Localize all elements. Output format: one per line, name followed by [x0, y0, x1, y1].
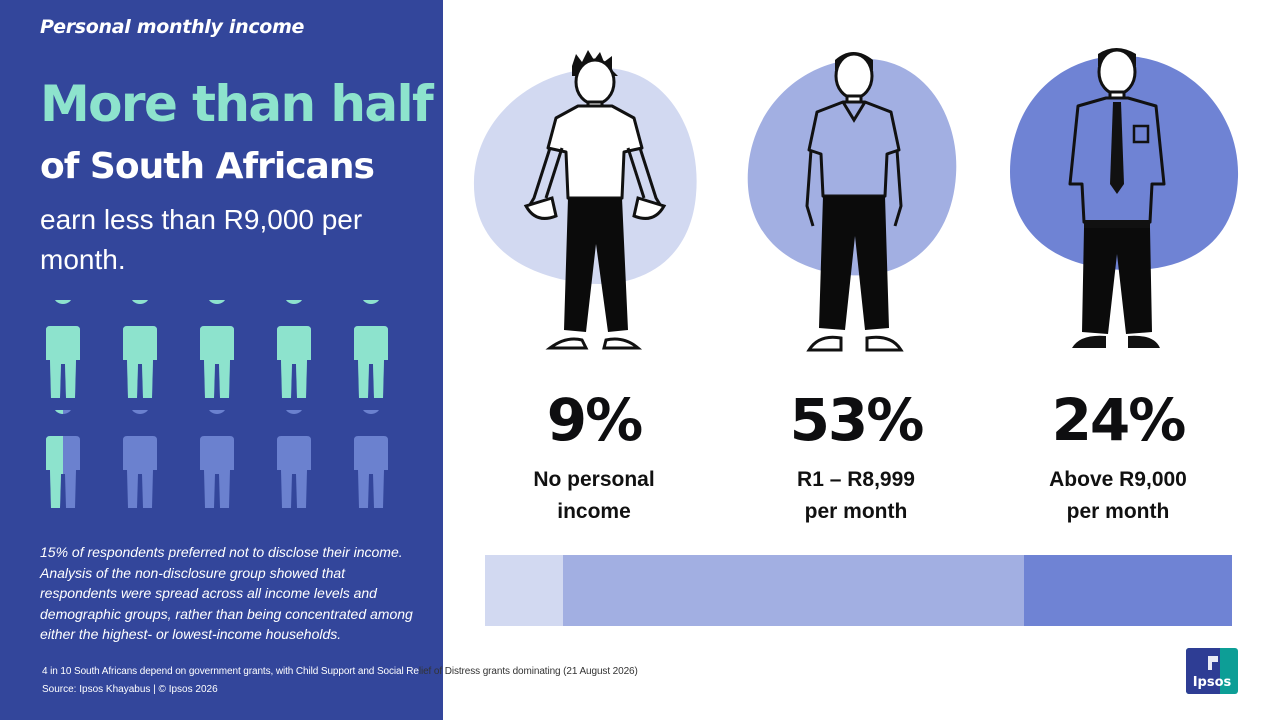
stat-label-2-line1: R1 – R8,999 — [797, 468, 915, 491]
bar-segment-3 — [1023, 555, 1232, 626]
person-icon — [117, 284, 163, 400]
stat-figure-2 — [738, 40, 978, 360]
section-kicker: Personal monthly income — [40, 16, 305, 38]
person-icon — [194, 284, 240, 400]
stat-figure-1 — [470, 40, 710, 360]
person-icon — [40, 284, 86, 400]
bar-segment-1 — [485, 555, 564, 626]
man-in-polo-shirt-icon — [805, 52, 904, 352]
person-icon — [40, 394, 86, 510]
stat-label-3-line1: Above R9,000 — [1049, 468, 1187, 491]
logo-text: Ipsos — [1192, 675, 1232, 690]
headline-bold: of South Africans — [40, 146, 375, 187]
disclosure-note: 15% of respondents preferred not to disc… — [40, 544, 413, 643]
footnote-text-left: 4 in 10 South Africans depend on governm… — [42, 666, 419, 677]
person-icon — [117, 394, 163, 510]
footnote: 4 in 10 South Africans depend on governm… — [42, 666, 638, 677]
people-icon-grid — [40, 284, 400, 510]
stat-label-1: No personal income — [474, 464, 714, 528]
person-icon — [271, 284, 317, 400]
man-with-empty-pockets-icon — [523, 50, 667, 350]
headline-rest: earn less than R9,000 per month. — [40, 204, 363, 275]
stat-value-2: 53% — [789, 386, 925, 454]
person-icon — [348, 394, 394, 510]
logo-blue-block — [1186, 648, 1220, 694]
headline-highlight: More than half — [40, 75, 434, 133]
source-line: Source: Ipsos Khayabus | © Ipsos 2026 — [42, 684, 218, 695]
person-icon — [194, 394, 240, 510]
stat-value-3: 24% — [1051, 386, 1187, 454]
logo-mark-icon — [1208, 656, 1218, 670]
stat-label-1-line2: income — [557, 500, 631, 523]
left-panel: Personal monthly income More than half o… — [0, 0, 443, 720]
person-icon — [348, 284, 394, 400]
stat-label-3: Above R9,000 per month — [998, 464, 1238, 528]
stat-figure-3 — [1004, 40, 1244, 360]
stat-label-3-line2: per month — [1066, 500, 1170, 523]
person-icon — [271, 394, 317, 510]
man-in-shirt-and-tie-icon — [1068, 48, 1166, 348]
stat-label-2: R1 – R8,999 per month — [736, 464, 976, 528]
bar-segment-2 — [563, 555, 1024, 626]
ipsos-logo: Ipsos — [1186, 648, 1238, 694]
stat-label-2-line2: per month — [804, 500, 908, 523]
footnote-text-right: lief of Distress grants dominating (21 A… — [418, 666, 638, 677]
stat-label-1-line1: No personal — [533, 468, 655, 491]
stat-value-1: 9% — [546, 386, 643, 454]
